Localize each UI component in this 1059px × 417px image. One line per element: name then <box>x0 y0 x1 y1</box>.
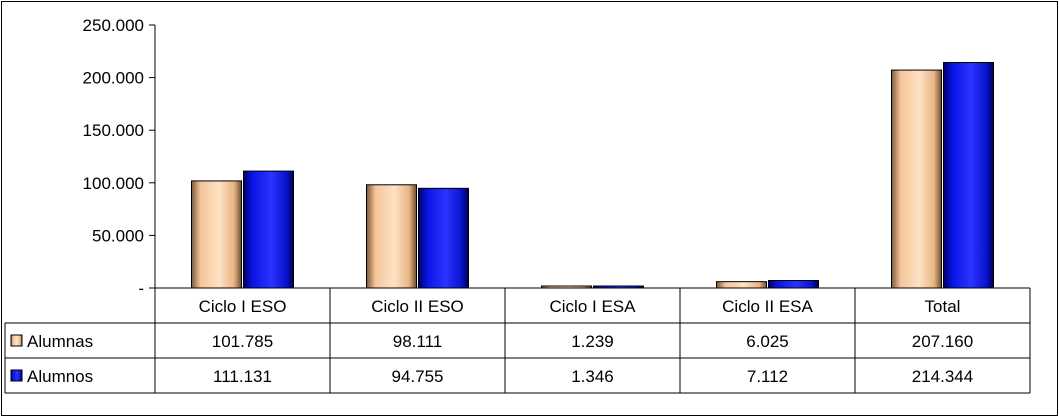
data-label: 94.755 <box>392 367 444 386</box>
y-tick-label: 150.000 <box>83 121 144 140</box>
category-label: Ciclo I ESO <box>199 297 287 316</box>
category-label: Ciclo I ESA <box>550 297 637 316</box>
bar-alumnas <box>191 180 242 289</box>
y-tick-label: 50.000 <box>92 226 144 245</box>
data-label: 6.025 <box>746 332 789 351</box>
legend-label: Alumnas <box>27 332 93 351</box>
data-label: 111.131 <box>213 367 272 386</box>
bar-alumnos <box>768 280 819 289</box>
bar-alumnas <box>891 69 942 289</box>
data-label: 101.785 <box>212 332 273 351</box>
data-label: 1.346 <box>571 367 614 386</box>
bar-alumnos <box>243 170 294 289</box>
y-tick-label: 200.000 <box>83 69 144 88</box>
data-label: 98.111 <box>393 332 442 351</box>
legend-label: Alumnos <box>27 367 93 386</box>
data-label: 207.160 <box>912 332 973 351</box>
category-label: Ciclo II ESA <box>722 297 813 316</box>
category-label: Total <box>925 297 961 316</box>
bar-alumnas <box>716 281 767 289</box>
legend-key-alumnas <box>10 334 23 347</box>
legend-key-alumnos <box>10 369 23 382</box>
y-tick-label: - <box>138 279 144 298</box>
data-label: 1.239 <box>571 332 614 351</box>
data-label: 214.344 <box>912 367 973 386</box>
data-label: 7.112 <box>747 367 788 386</box>
y-tick-label: 100.000 <box>83 174 144 193</box>
bar-alumnas <box>366 184 417 289</box>
bar-alumnos <box>943 62 994 289</box>
bar-alumnos <box>418 187 469 289</box>
category-label: Ciclo II ESO <box>371 297 464 316</box>
y-tick-label: 250.000 <box>83 16 144 35</box>
